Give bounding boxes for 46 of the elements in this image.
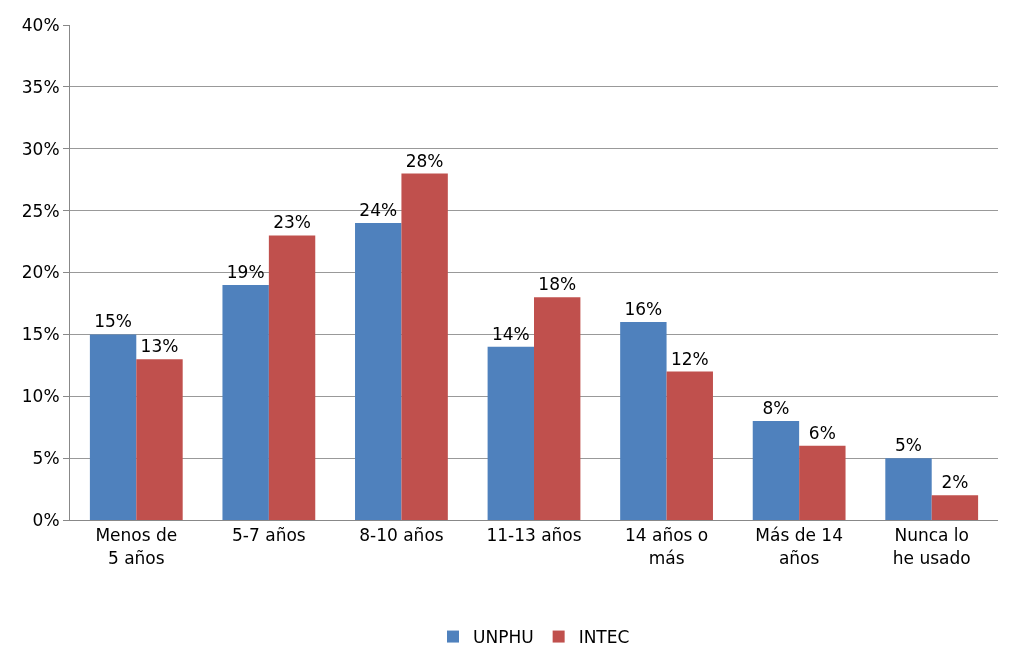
bar: [885, 458, 932, 520]
data-label: 8%: [762, 398, 790, 418]
x-tick-label: Nunca lo he usado: [892, 525, 971, 568]
x-tick-label: 14 años o más: [624, 525, 709, 568]
data-label: 5%: [895, 435, 922, 456]
y-tick-label: 40%: [21, 14, 60, 35]
x-tick-label: 11-13 años: [486, 525, 582, 546]
bar: [931, 495, 979, 520]
bar: [355, 223, 402, 520]
x-tick-label: Más de 14 años: [755, 525, 843, 568]
legend-label: UNPHU: [473, 627, 534, 648]
y-tick-label: 10%: [21, 386, 60, 407]
bar: [401, 173, 448, 520]
data-label: 13%: [140, 336, 179, 357]
data-label: 14%: [491, 323, 530, 344]
legend-label: INTEC: [578, 627, 630, 648]
y-tick-label: 5%: [32, 448, 60, 469]
bar: [534, 297, 581, 520]
data-label: 16%: [624, 299, 663, 319]
data-label: 2%: [941, 472, 969, 493]
bar: [222, 284, 269, 520]
x-tick-label: 5-7 años: [232, 525, 306, 546]
y-tick-label: 0%: [32, 509, 60, 530]
bar: [620, 322, 667, 520]
bar: [136, 359, 183, 520]
y-tick-label: 35%: [21, 76, 60, 97]
bar: [487, 346, 534, 520]
bar: [89, 334, 137, 520]
data-label: 15%: [94, 311, 132, 332]
data-label: 12%: [670, 348, 709, 369]
bar: [799, 445, 846, 520]
y-tick-label: 20%: [21, 262, 60, 283]
data-label: 24%: [359, 200, 398, 220]
bar: [268, 235, 316, 520]
data-label: 23%: [273, 212, 311, 233]
x-tick-label: 8-10 años: [359, 525, 444, 546]
bar: [666, 371, 713, 520]
data-label: 28%: [405, 150, 444, 171]
x-tick-label: Menos de 5 años: [95, 525, 178, 568]
y-tick-label: 25%: [21, 200, 60, 221]
y-tick-label: 15%: [21, 324, 60, 345]
bar: [752, 421, 800, 520]
data-label: 6%: [808, 422, 836, 443]
data-label: 19%: [226, 261, 265, 282]
y-tick-label: 30%: [21, 138, 60, 159]
data-label: 18%: [538, 274, 577, 295]
